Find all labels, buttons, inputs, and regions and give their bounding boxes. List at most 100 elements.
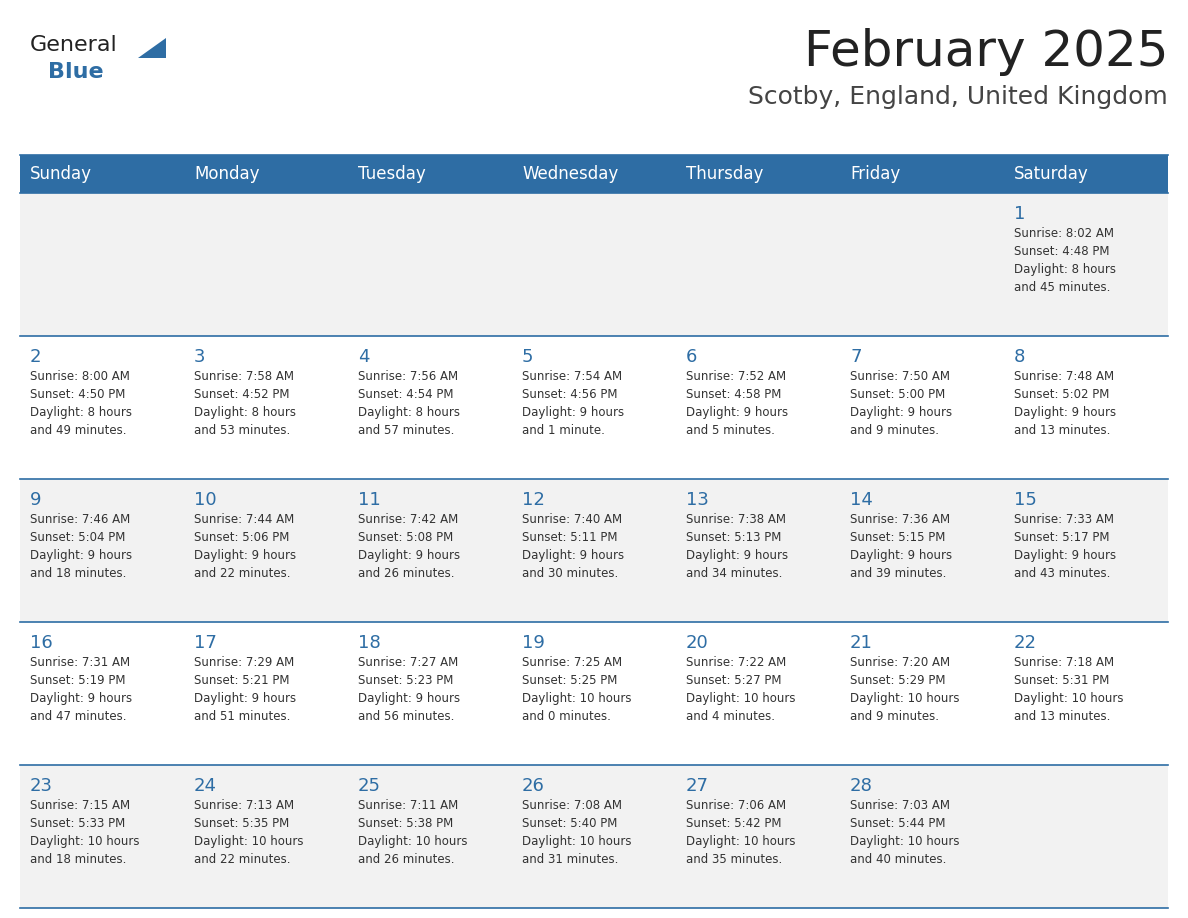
- Text: Sunrise: 7:46 AM: Sunrise: 7:46 AM: [30, 513, 131, 526]
- Bar: [184, 193, 348, 336]
- Text: and 51 minutes.: and 51 minutes.: [194, 710, 290, 723]
- Text: Sunrise: 7:36 AM: Sunrise: 7:36 AM: [849, 513, 950, 526]
- Text: Sunset: 5:33 PM: Sunset: 5:33 PM: [30, 817, 125, 830]
- Bar: [20, 155, 1168, 193]
- Text: and 0 minutes.: and 0 minutes.: [522, 710, 611, 723]
- Text: Sunrise: 7:31 AM: Sunrise: 7:31 AM: [30, 656, 131, 669]
- Text: and 47 minutes.: and 47 minutes.: [30, 710, 126, 723]
- Text: and 26 minutes.: and 26 minutes.: [358, 853, 455, 866]
- Text: Daylight: 8 hours: Daylight: 8 hours: [194, 406, 296, 419]
- Text: and 18 minutes.: and 18 minutes.: [30, 567, 126, 580]
- Bar: [512, 479, 676, 622]
- Bar: [840, 193, 1004, 336]
- Text: Daylight: 9 hours: Daylight: 9 hours: [685, 549, 788, 562]
- Text: Daylight: 8 hours: Daylight: 8 hours: [358, 406, 460, 419]
- Bar: [840, 336, 1004, 479]
- Text: Sunset: 5:40 PM: Sunset: 5:40 PM: [522, 817, 618, 830]
- Text: and 57 minutes.: and 57 minutes.: [358, 424, 454, 437]
- Text: Daylight: 9 hours: Daylight: 9 hours: [849, 406, 952, 419]
- Text: Sunset: 5:23 PM: Sunset: 5:23 PM: [358, 674, 454, 687]
- Text: Sunrise: 8:02 AM: Sunrise: 8:02 AM: [1015, 227, 1114, 240]
- Text: and 18 minutes.: and 18 minutes.: [30, 853, 126, 866]
- Text: Daylight: 10 hours: Daylight: 10 hours: [522, 692, 632, 705]
- Text: and 13 minutes.: and 13 minutes.: [1015, 710, 1111, 723]
- Bar: [676, 765, 840, 908]
- Text: Daylight: 9 hours: Daylight: 9 hours: [30, 549, 132, 562]
- Text: 11: 11: [358, 491, 380, 509]
- Text: Daylight: 10 hours: Daylight: 10 hours: [685, 692, 796, 705]
- Text: Sunrise: 7:03 AM: Sunrise: 7:03 AM: [849, 799, 950, 812]
- Text: Sunrise: 7:33 AM: Sunrise: 7:33 AM: [1015, 513, 1114, 526]
- Text: and 30 minutes.: and 30 minutes.: [522, 567, 618, 580]
- Text: 23: 23: [30, 777, 53, 795]
- Polygon shape: [138, 38, 166, 58]
- Bar: [1004, 336, 1168, 479]
- Text: and 9 minutes.: and 9 minutes.: [849, 710, 939, 723]
- Text: 12: 12: [522, 491, 545, 509]
- Text: 27: 27: [685, 777, 709, 795]
- Text: Blue: Blue: [48, 62, 103, 82]
- Bar: [1004, 622, 1168, 765]
- Text: Sunrise: 7:18 AM: Sunrise: 7:18 AM: [1015, 656, 1114, 669]
- Text: 13: 13: [685, 491, 709, 509]
- Text: and 1 minute.: and 1 minute.: [522, 424, 605, 437]
- Text: Friday: Friday: [849, 165, 901, 183]
- Text: and 53 minutes.: and 53 minutes.: [194, 424, 290, 437]
- Text: Daylight: 9 hours: Daylight: 9 hours: [1015, 549, 1116, 562]
- Bar: [840, 479, 1004, 622]
- Text: Monday: Monday: [194, 165, 259, 183]
- Text: Sunrise: 7:56 AM: Sunrise: 7:56 AM: [358, 370, 459, 383]
- Bar: [348, 479, 512, 622]
- Text: Daylight: 9 hours: Daylight: 9 hours: [522, 406, 624, 419]
- Bar: [1004, 765, 1168, 908]
- Text: Sunset: 5:31 PM: Sunset: 5:31 PM: [1015, 674, 1110, 687]
- Bar: [676, 336, 840, 479]
- Text: and 39 minutes.: and 39 minutes.: [849, 567, 947, 580]
- Text: Daylight: 9 hours: Daylight: 9 hours: [30, 692, 132, 705]
- Text: Sunrise: 7:58 AM: Sunrise: 7:58 AM: [194, 370, 293, 383]
- Text: Sunrise: 7:22 AM: Sunrise: 7:22 AM: [685, 656, 786, 669]
- Bar: [676, 193, 840, 336]
- Text: 22: 22: [1015, 634, 1037, 652]
- Text: and 5 minutes.: and 5 minutes.: [685, 424, 775, 437]
- Bar: [184, 765, 348, 908]
- Text: Sunrise: 7:11 AM: Sunrise: 7:11 AM: [358, 799, 459, 812]
- Bar: [20, 765, 184, 908]
- Text: Daylight: 8 hours: Daylight: 8 hours: [1015, 263, 1116, 276]
- Text: 15: 15: [1015, 491, 1037, 509]
- Text: 4: 4: [358, 348, 369, 366]
- Text: 6: 6: [685, 348, 697, 366]
- Text: Daylight: 8 hours: Daylight: 8 hours: [30, 406, 132, 419]
- Text: Sunset: 5:13 PM: Sunset: 5:13 PM: [685, 531, 782, 544]
- Text: and 43 minutes.: and 43 minutes.: [1015, 567, 1111, 580]
- Text: Sunrise: 8:00 AM: Sunrise: 8:00 AM: [30, 370, 129, 383]
- Text: Sunrise: 7:15 AM: Sunrise: 7:15 AM: [30, 799, 131, 812]
- Text: Daylight: 9 hours: Daylight: 9 hours: [849, 549, 952, 562]
- Bar: [20, 336, 184, 479]
- Text: Daylight: 10 hours: Daylight: 10 hours: [685, 835, 796, 848]
- Bar: [20, 622, 184, 765]
- Text: Sunset: 5:00 PM: Sunset: 5:00 PM: [849, 388, 946, 401]
- Bar: [184, 622, 348, 765]
- Text: and 22 minutes.: and 22 minutes.: [194, 567, 291, 580]
- Text: Sunrise: 7:52 AM: Sunrise: 7:52 AM: [685, 370, 786, 383]
- Text: and 26 minutes.: and 26 minutes.: [358, 567, 455, 580]
- Text: Sunset: 5:04 PM: Sunset: 5:04 PM: [30, 531, 126, 544]
- Text: Daylight: 9 hours: Daylight: 9 hours: [194, 549, 296, 562]
- Bar: [840, 622, 1004, 765]
- Text: Daylight: 10 hours: Daylight: 10 hours: [194, 835, 303, 848]
- Text: Daylight: 9 hours: Daylight: 9 hours: [358, 549, 460, 562]
- Bar: [348, 193, 512, 336]
- Text: 17: 17: [194, 634, 217, 652]
- Text: Sunset: 5:38 PM: Sunset: 5:38 PM: [358, 817, 454, 830]
- Text: Sunset: 5:42 PM: Sunset: 5:42 PM: [685, 817, 782, 830]
- Text: 8: 8: [1015, 348, 1025, 366]
- Text: Thursday: Thursday: [685, 165, 764, 183]
- Text: Sunset: 5:06 PM: Sunset: 5:06 PM: [194, 531, 290, 544]
- Text: 7: 7: [849, 348, 861, 366]
- Bar: [20, 479, 184, 622]
- Text: Sunset: 5:08 PM: Sunset: 5:08 PM: [358, 531, 454, 544]
- Text: Wednesday: Wednesday: [522, 165, 618, 183]
- Text: Sunset: 5:25 PM: Sunset: 5:25 PM: [522, 674, 618, 687]
- Text: and 9 minutes.: and 9 minutes.: [849, 424, 939, 437]
